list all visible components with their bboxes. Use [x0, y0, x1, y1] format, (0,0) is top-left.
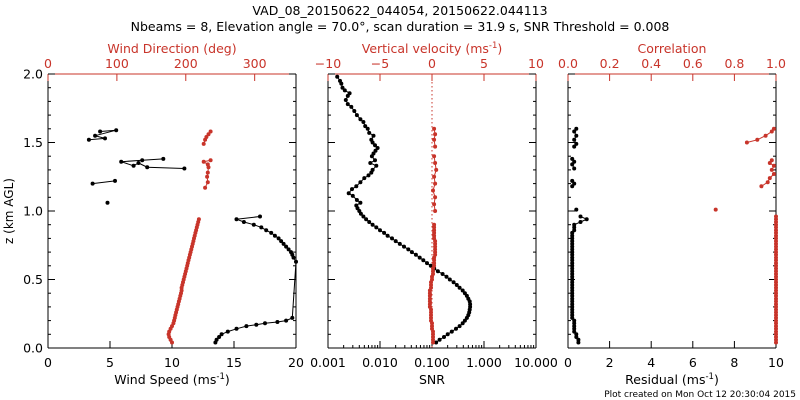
- bottom-tick-label: 0: [564, 355, 572, 370]
- series-line: [761, 173, 775, 187]
- panel-2: 0.001 0.010 0.100 1.000 10.000 −10 −5 0 5 10 SNR Ve…: [310, 41, 558, 387]
- top-tick-label: −10: [315, 56, 341, 71]
- y-tick-label: 2.0: [23, 67, 43, 82]
- bottom-tick-label: 5: [106, 355, 114, 370]
- top-tick-label: 0.6: [683, 56, 703, 71]
- bottom-tick-label: 10: [164, 355, 180, 370]
- bottom-tick-label: 0: [44, 355, 52, 370]
- top-tick-label: 0: [428, 56, 436, 71]
- series-line: [429, 224, 436, 343]
- bottom-axis-label: Residual (ms-1): [625, 372, 719, 387]
- bottom-tick-label: 0.100: [414, 355, 450, 370]
- figure-title-line-2: Nbeams = 8, Elevation angle = 70.0°, sca…: [131, 19, 670, 34]
- series-line: [214, 216, 297, 343]
- top-tick-label: −5: [371, 56, 389, 71]
- top-tick-label: 0: [44, 56, 52, 71]
- data-point: [105, 200, 110, 205]
- series-line: [571, 158, 575, 169]
- data-point: [774, 214, 778, 219]
- series-line: [769, 160, 775, 171]
- top-tick-label: 0.8: [724, 56, 744, 71]
- top-tick-label: 0.0: [558, 56, 578, 71]
- bottom-axis-label: Wind Speed (ms-1): [114, 372, 230, 387]
- top-tick-label: 5: [480, 56, 488, 71]
- data-point: [574, 207, 579, 212]
- series-1-1: [86, 128, 298, 345]
- series-line: [168, 219, 200, 343]
- y-tick-label: 1.5: [23, 135, 43, 150]
- bottom-tick-label: 6: [689, 355, 697, 370]
- bottom-tick-label: 4: [647, 355, 655, 370]
- series-line: [573, 128, 577, 147]
- series-line: [433, 128, 436, 147]
- series-line: [746, 128, 775, 143]
- top-axis-label: Vertical velocity (ms-1): [362, 41, 503, 56]
- series-line: [571, 180, 575, 187]
- bottom-tick-label: 10: [768, 355, 784, 370]
- bottom-tick-label: 1.000: [466, 355, 502, 370]
- top-tick-label: 10: [528, 56, 544, 71]
- bottom-tick-label: 8: [730, 355, 738, 370]
- y-tick-label: 0.5: [23, 272, 43, 287]
- top-tick-label: 100: [105, 56, 129, 71]
- bottom-tick-label: 2: [606, 355, 614, 370]
- y-axis-label: z (km AGL): [2, 178, 16, 244]
- bottom-tick-label: 10.000: [514, 355, 558, 370]
- panel-3: 0 2 4 6 8 10 0.0 0.2 0.4 0.6 0.8 1.0 Residual (ms-1)…: [558, 41, 786, 387]
- series-1-2: [166, 129, 213, 345]
- top-tick-label: 200: [174, 56, 198, 71]
- series-3-2: [713, 126, 778, 345]
- top-tick-label: 1.0: [766, 56, 786, 71]
- y-tick-label: 1.0: [23, 204, 43, 219]
- y-tick-label: 0.0: [23, 341, 43, 356]
- series-line: [202, 159, 211, 188]
- bottom-tick-label: 0.010: [362, 355, 398, 370]
- top-tick-label: 0.4: [641, 56, 661, 71]
- bottom-tick-label: 15: [226, 355, 242, 370]
- series-line: [571, 216, 588, 343]
- top-axis-label: Wind Direction (deg): [107, 41, 236, 56]
- series-line: [336, 76, 471, 343]
- top-tick-label: 0.2: [600, 56, 620, 71]
- series-2-1: [335, 74, 473, 345]
- plot-created-footer: Plot created on Mon Oct 12 20:30:04 2015: [604, 390, 796, 400]
- data-point: [713, 207, 718, 212]
- series-2-2: [427, 126, 439, 345]
- series-3-1: [570, 126, 589, 345]
- top-axis-label: Correlation: [638, 41, 707, 56]
- series-line: [203, 131, 212, 145]
- bottom-tick-label: 20: [288, 355, 304, 370]
- bottom-axis-label: SNR: [419, 372, 445, 387]
- series-line: [88, 129, 117, 141]
- figure-title-line-1: VAD_08_20150622_044054, 20150622.044113: [252, 3, 547, 18]
- series-line: [432, 156, 437, 212]
- series-line: [92, 180, 116, 185]
- top-tick-label: 300: [243, 56, 267, 71]
- series-line: [121, 158, 185, 169]
- bottom-tick-label: 0.001: [310, 355, 346, 370]
